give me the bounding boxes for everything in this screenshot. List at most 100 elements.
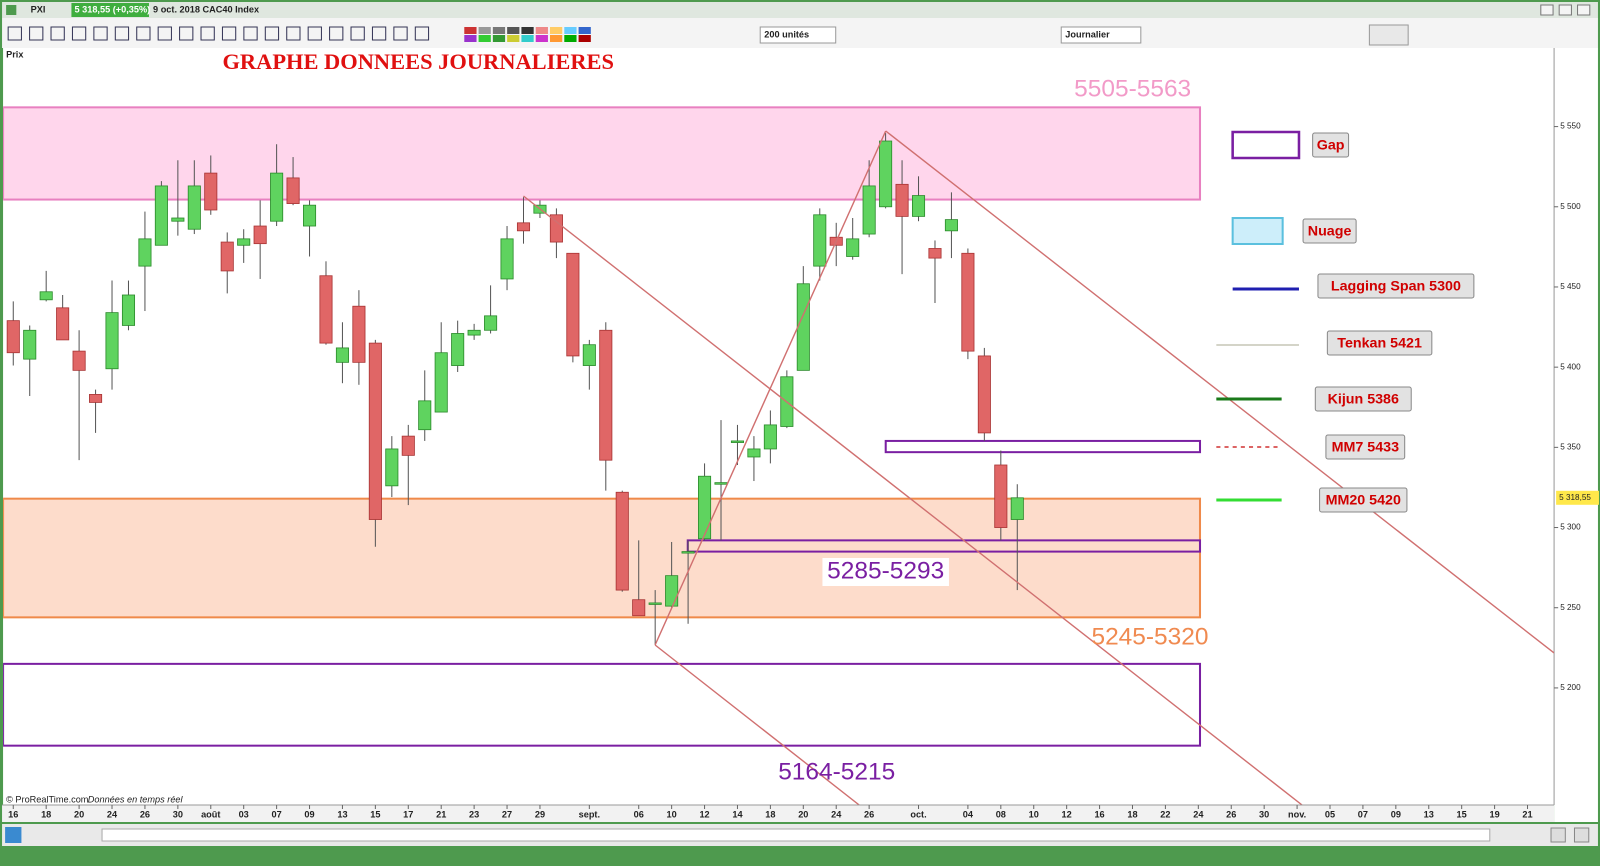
candle-body xyxy=(549,214,563,243)
candle-body xyxy=(220,241,234,272)
color-swatch[interactable] xyxy=(507,35,520,42)
color-swatch[interactable] xyxy=(535,35,548,42)
candle-body xyxy=(714,482,728,485)
x-tick-label: 09 xyxy=(304,809,314,819)
color-swatch[interactable] xyxy=(521,27,534,34)
time-axis xyxy=(2,805,1555,822)
candle-body xyxy=(434,352,448,413)
color-swatch[interactable] xyxy=(578,35,591,42)
units-select[interactable] xyxy=(759,26,837,44)
tool-icon[interactable] xyxy=(307,26,322,41)
color-swatch[interactable] xyxy=(492,27,506,34)
zone xyxy=(884,439,1202,454)
tool-icon[interactable] xyxy=(179,26,194,41)
tool-icon[interactable] xyxy=(243,26,258,41)
x-tick-label: 18 xyxy=(1127,809,1137,819)
share-button[interactable] xyxy=(5,827,22,843)
indicator-button[interactable] xyxy=(1368,24,1409,46)
tool-icon[interactable] xyxy=(136,26,151,41)
tool-icon[interactable] xyxy=(329,26,344,41)
scrollbar[interactable] xyxy=(101,828,1491,842)
x-tick-label: 15 xyxy=(370,809,380,819)
zone-label: 5505-5563 xyxy=(1074,76,1191,103)
candle-body xyxy=(928,248,942,259)
candle-body xyxy=(352,305,366,363)
color-swatch[interactable] xyxy=(507,27,520,34)
candle-body xyxy=(648,602,662,605)
candle-body xyxy=(56,307,70,341)
tool-icon[interactable] xyxy=(114,26,130,41)
color-swatch[interactable] xyxy=(564,27,577,34)
legend-box xyxy=(1317,273,1475,299)
tool-icon[interactable] xyxy=(7,26,22,41)
tool-icon[interactable] xyxy=(157,26,172,41)
candle-body xyxy=(763,424,777,450)
symbol[interactable]: PXI xyxy=(31,4,46,14)
candle-body xyxy=(698,475,712,540)
tool-icon[interactable] xyxy=(350,26,365,41)
candle-body xyxy=(204,172,218,211)
candle-body xyxy=(862,185,876,235)
candle-body xyxy=(566,252,580,357)
maximize-button[interactable] xyxy=(1558,4,1572,16)
color-swatch[interactable] xyxy=(535,27,548,34)
candle-body xyxy=(467,329,481,336)
candle-body xyxy=(681,551,695,554)
color-swatch[interactable] xyxy=(492,35,506,42)
y-tick-label: 5 350 xyxy=(1560,443,1581,452)
candle-body xyxy=(39,291,53,301)
trendline xyxy=(654,644,860,805)
tool-icon[interactable] xyxy=(200,26,215,41)
color-swatch[interactable] xyxy=(521,35,534,42)
x-tick-label: 27 xyxy=(502,809,512,819)
tool-icon[interactable] xyxy=(50,26,65,41)
period-select[interactable] xyxy=(1060,26,1142,44)
legend-box xyxy=(1325,434,1406,460)
candle-body xyxy=(286,177,300,204)
candle-body xyxy=(105,312,119,370)
x-tick-label: 10 xyxy=(667,809,677,819)
tool-icon[interactable] xyxy=(221,26,237,41)
color-swatch[interactable] xyxy=(550,27,563,34)
candle-body xyxy=(138,238,152,267)
tool-icon[interactable] xyxy=(93,26,108,41)
close-button[interactable] xyxy=(1577,4,1591,16)
drawing-tools xyxy=(7,26,591,42)
zone-label: 5245-5320 xyxy=(1091,624,1208,651)
candle-body xyxy=(944,219,958,232)
tool-icon[interactable] xyxy=(264,26,280,41)
candle-body xyxy=(23,329,37,360)
tool-icon[interactable] xyxy=(286,26,301,41)
color-swatch[interactable] xyxy=(550,35,563,42)
legend-label: Lagging Span 5300 xyxy=(1331,278,1461,294)
zone-label-bg xyxy=(822,558,949,586)
quote: 5 318,55 (+0,35%) xyxy=(74,4,150,14)
color-swatch[interactable] xyxy=(578,27,591,34)
tool-icon[interactable] xyxy=(414,26,430,41)
color-swatch[interactable] xyxy=(464,35,477,42)
zoom-out-button[interactable] xyxy=(1550,827,1566,843)
tool-icon[interactable] xyxy=(71,26,87,41)
legend-label: MM20 5420 xyxy=(1326,492,1401,508)
tool-icon[interactable] xyxy=(29,26,44,41)
legend-symbol xyxy=(1231,217,1284,245)
panel-label: Prix xyxy=(6,49,23,59)
candle-body xyxy=(977,355,991,434)
color-swatch[interactable] xyxy=(478,27,491,34)
candle-body xyxy=(665,575,679,607)
minimize-button[interactable] xyxy=(1540,4,1554,16)
x-tick-label: 16 xyxy=(8,809,18,819)
color-swatch[interactable] xyxy=(564,35,577,42)
zoom-in-button[interactable] xyxy=(1573,827,1590,843)
tool-icon[interactable] xyxy=(371,26,387,41)
instrument-info: 9 oct. 2018 CAC40 Index xyxy=(153,4,259,14)
candle-body xyxy=(484,315,498,331)
candle-body xyxy=(121,294,136,326)
x-tick-label: nov. xyxy=(1288,809,1306,819)
x-tick-label: 18 xyxy=(765,809,775,819)
color-swatch[interactable] xyxy=(478,35,491,42)
tool-icon[interactable] xyxy=(393,26,408,41)
color-swatch[interactable] xyxy=(464,27,477,34)
y-tick-label: 5 200 xyxy=(1560,683,1581,692)
